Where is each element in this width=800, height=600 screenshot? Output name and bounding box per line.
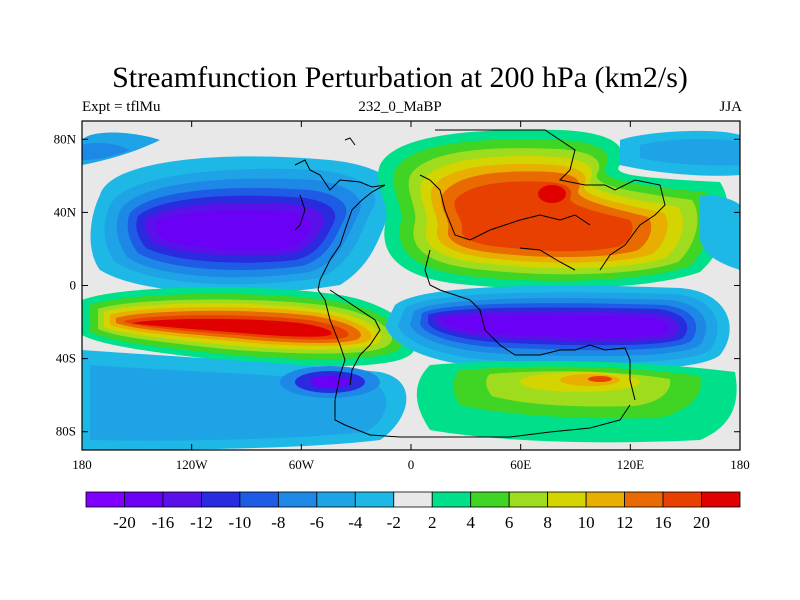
lon-tick-label: 180: [72, 457, 92, 472]
lon-tick-label: 120W: [176, 457, 209, 472]
colorbar-label: 8: [543, 513, 552, 532]
colorbar-swatch: [431, 491, 472, 508]
colorbar-swatch: [277, 491, 318, 508]
colorbar-label: 12: [616, 513, 633, 532]
colorbar-label: 16: [655, 513, 672, 532]
colorbar-label: 2: [428, 513, 437, 532]
lat-tick-label: 40N: [54, 204, 77, 219]
field-neg-north-america: [90, 156, 399, 294]
field-neg-south-indian: [385, 285, 730, 371]
colorbar: -20 -16 -12 -10 -8 -6 -4 -2 2 4 6 8 10 12 16 20: [85, 491, 741, 532]
colorbar-label: -2: [387, 513, 401, 532]
lat-tick-label: 80S: [56, 424, 76, 439]
colorbar-swatch: [316, 491, 356, 508]
colorbar-swatch: [624, 491, 664, 508]
lat-tick-label: 40S: [56, 351, 76, 366]
experiment-label: Expt = tflMu: [82, 99, 161, 115]
colorbar-label: 10: [578, 513, 595, 532]
lon-tick-label: 60W: [289, 457, 315, 472]
field-pos-eurasia: [378, 129, 729, 289]
field-east-fringe: [620, 130, 740, 270]
axis-ticks: 80N 40N 0 40S 80S 180 120W 60W 0 60E 120E 180: [54, 121, 750, 472]
colorbar-swatch: [470, 491, 510, 508]
colorbar-swatch: [354, 491, 395, 508]
colorbar-swatch: [508, 491, 549, 508]
colorbar-swatch: [662, 491, 702, 508]
lon-tick-label: 60E: [510, 457, 531, 472]
colorbar-swatch: [162, 491, 202, 508]
colorbar-label: 20: [693, 513, 710, 532]
colorbar-label: -10: [229, 513, 252, 532]
period-label: 232_0_MaBP: [358, 99, 442, 115]
colorbar-swatch: [85, 491, 125, 508]
contour-fields: [82, 129, 740, 450]
colorbar-swatch: [393, 491, 433, 508]
colorbar-label: -4: [348, 513, 363, 532]
lon-tick-label: 180: [730, 457, 750, 472]
colorbar-swatch: [585, 491, 625, 508]
colorbar-swatch: [124, 491, 164, 508]
lat-tick-label: 80N: [54, 131, 77, 146]
colorbar-label: -12: [190, 513, 213, 532]
colorbar-swatch: [239, 491, 279, 508]
lon-tick-label: 0: [408, 457, 415, 472]
map-panel: [81, 120, 741, 451]
colorbar-label: 6: [505, 513, 514, 532]
field-neg-north-pacific: [82, 132, 160, 165]
colorbar-swatch: [201, 491, 241, 508]
field-pos-south-pacific: [82, 287, 417, 367]
colorbar-label: -8: [271, 513, 285, 532]
field-south-fringe: [82, 350, 737, 450]
colorbar-swatch: [701, 491, 741, 508]
continent-outlines: [294, 129, 666, 438]
plot-title: Streamfunction Perturbation at 200 hPa (…: [112, 61, 688, 94]
colorbar-label: -16: [152, 513, 175, 532]
lat-tick-label: 0: [70, 278, 77, 293]
colorbar-label: -20: [113, 513, 136, 532]
lon-tick-label: 120E: [617, 457, 645, 472]
colorbar-swatch: [547, 491, 587, 508]
colorbar-label: -6: [310, 513, 324, 532]
season-label: JJA: [719, 99, 742, 115]
colorbar-label: 4: [466, 513, 475, 532]
